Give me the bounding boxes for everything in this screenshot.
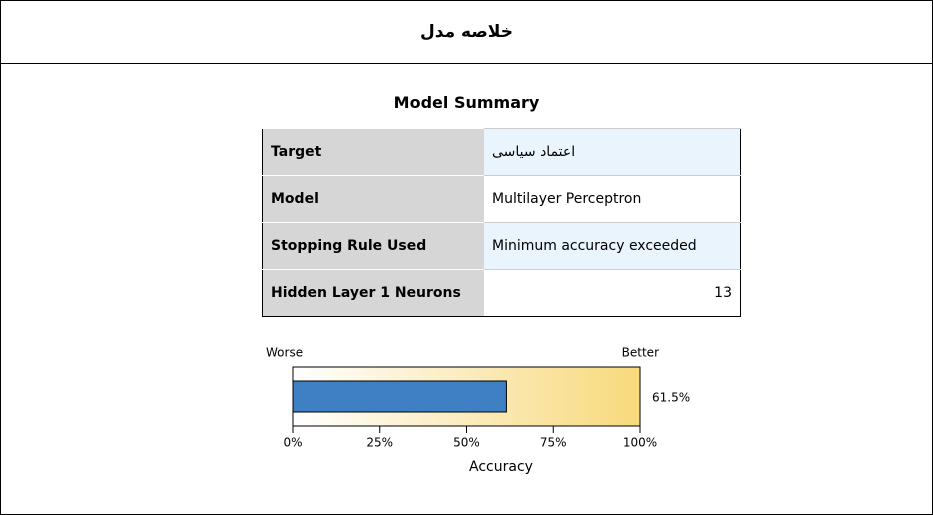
x-tick-label: 25% [366, 436, 393, 450]
x-tick-label: 75% [540, 436, 567, 450]
summary-table: Target اعتماد سیاسی Model Multilayer Percep… [262, 128, 741, 317]
row-label: Hidden Layer 1 Neurons [262, 269, 484, 317]
x-tick-label: 50% [453, 436, 480, 450]
row-label: Stopping Rule Used [262, 222, 484, 270]
x-tick-label: 0% [283, 436, 302, 450]
row-label: Target [262, 128, 484, 176]
summary-row: Hidden Layer 1 Neurons 13 [262, 269, 741, 317]
bar [292, 380, 507, 413]
row-value: اعتماد سیاسی [484, 128, 741, 176]
summary-title: Model Summary [393, 93, 540, 112]
row-value: Minimum accuracy exceeded [484, 222, 741, 270]
row-label: Model [262, 175, 484, 223]
x-axis-label: Accuracy [469, 459, 533, 475]
x-tick-label: 100% [623, 436, 657, 450]
value-label: 61.5% [652, 391, 690, 405]
summary-row: Model Multilayer Perceptron [262, 175, 741, 223]
header-title: خلاصه مدل [1, 1, 932, 64]
summary-row: Target اعتماد سیاسی [262, 128, 741, 176]
summary-row: Stopping Rule Used Minimum accuracy excee… [262, 222, 741, 270]
row-value: Multilayer Perceptron [484, 175, 741, 223]
better-label: Better [622, 346, 659, 360]
row-value: 13 [484, 269, 741, 317]
worse-label: Worse [266, 346, 303, 360]
